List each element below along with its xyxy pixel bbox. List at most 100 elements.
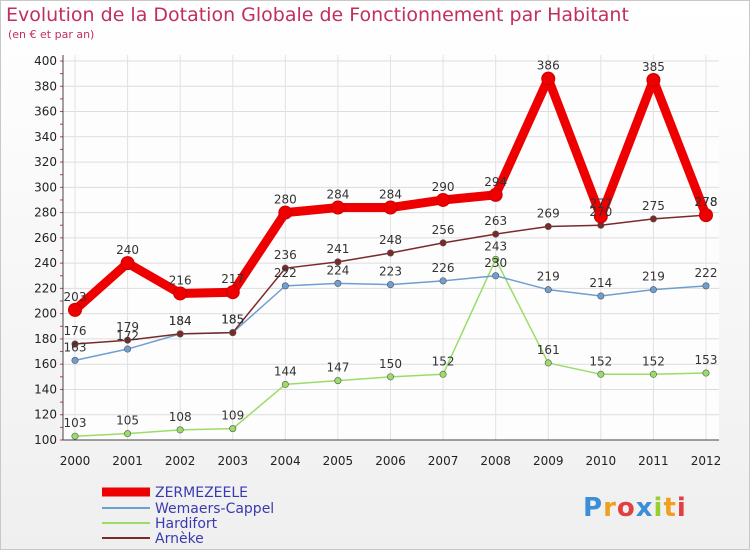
data-point	[439, 239, 447, 247]
data-point	[488, 187, 503, 202]
data-label: 152	[432, 354, 455, 368]
x-tick-label: 2009	[533, 454, 564, 468]
x-tick-label: 2008	[480, 454, 511, 468]
data-point	[702, 282, 710, 290]
legend-label: Arnèke	[155, 531, 204, 547]
y-tick-label: 400	[34, 54, 57, 68]
data-point	[71, 432, 79, 440]
x-tick-label: 2000	[60, 454, 91, 468]
data-label: 248	[379, 233, 402, 247]
data-label: 185	[221, 313, 244, 327]
data-label: 185	[221, 313, 244, 327]
data-point	[71, 340, 79, 348]
logo-letter: o	[616, 493, 636, 523]
y-tick-label: 100	[34, 433, 57, 447]
data-label: 294	[484, 175, 507, 189]
y-tick-label: 300	[34, 180, 57, 194]
x-tick-label: 2004	[270, 454, 301, 468]
data-label: 278	[695, 195, 718, 209]
data-label: 103	[64, 416, 87, 430]
y-tick-label: 240	[34, 256, 57, 270]
logo-letter: i	[653, 493, 664, 523]
data-point	[229, 425, 237, 433]
data-point	[334, 258, 342, 266]
proxiti-logo: Proxiti	[583, 493, 687, 523]
data-label: 256	[432, 223, 455, 237]
logo-letter: r	[603, 493, 617, 523]
data-label: 241	[326, 242, 349, 256]
data-label: 284	[326, 188, 349, 202]
data-point	[173, 286, 188, 301]
x-tick-label: 2006	[375, 454, 406, 468]
y-tick-label: 180	[34, 332, 57, 346]
data-label: 280	[274, 193, 297, 207]
data-point	[334, 279, 342, 287]
data-label: 240	[116, 243, 139, 257]
data-point	[68, 302, 82, 317]
data-point	[281, 380, 289, 388]
data-point	[120, 256, 135, 271]
data-label: 108	[169, 410, 192, 424]
data-label: 226	[432, 261, 455, 275]
data-point	[281, 264, 289, 272]
data-label: 385	[642, 60, 665, 74]
y-tick-label: 120	[34, 408, 57, 422]
chart-title: Evolution de la Dotation Globale de Fonc…	[6, 4, 629, 26]
data-label: 172	[116, 329, 139, 343]
data-label: 184	[169, 314, 192, 328]
data-label: 222	[695, 266, 718, 280]
data-point	[544, 359, 552, 367]
data-point	[597, 370, 605, 378]
y-tick-label: 200	[34, 307, 57, 321]
data-point	[386, 249, 394, 257]
data-label: 150	[379, 357, 402, 371]
data-label: 230	[484, 256, 507, 270]
legend-label: Hardifort	[155, 516, 218, 532]
legend-label: Wemaers-Cappel	[155, 501, 274, 517]
data-label: 263	[484, 214, 507, 228]
data-label: 290	[432, 180, 455, 194]
data-point	[544, 286, 552, 294]
data-label: 179	[116, 320, 139, 334]
y-tick-label: 340	[34, 130, 57, 144]
x-tick-label: 2010	[586, 454, 617, 468]
data-label: 224	[326, 263, 349, 277]
data-point	[492, 272, 500, 280]
data-point	[124, 345, 132, 353]
data-point	[71, 356, 79, 364]
data-label: 161	[537, 343, 560, 357]
y-tick-label: 320	[34, 155, 57, 169]
data-label: 278	[695, 195, 718, 209]
data-point	[334, 377, 342, 385]
x-tick-label: 2007	[428, 454, 459, 468]
data-point	[492, 230, 500, 238]
data-label: 144	[274, 364, 297, 378]
x-tick-label: 2011	[638, 454, 669, 468]
y-tick-label: 260	[34, 231, 57, 245]
data-point	[593, 209, 608, 224]
data-label: 217	[221, 272, 244, 286]
data-point	[544, 222, 552, 230]
data-label: 152	[642, 354, 665, 368]
data-label: 386	[537, 59, 560, 73]
x-tick-label: 2001	[112, 454, 143, 468]
x-tick-label: 2005	[323, 454, 354, 468]
x-tick-label: 2003	[217, 454, 248, 468]
data-label: 216	[169, 273, 192, 287]
data-label: 243	[484, 239, 507, 253]
data-point	[492, 255, 500, 263]
data-label: 284	[379, 188, 402, 202]
x-tick-label: 2012	[691, 454, 722, 468]
data-label: 214	[589, 276, 612, 290]
data-point	[176, 426, 184, 434]
data-label: 105	[116, 414, 139, 428]
data-label: 163	[64, 340, 87, 354]
data-point	[124, 430, 132, 438]
legend-label: ZERMEZEELE	[155, 485, 248, 501]
data-point	[229, 329, 237, 337]
data-label: 147	[326, 361, 349, 375]
data-label: 109	[221, 409, 244, 423]
data-label: 176	[64, 324, 87, 338]
data-label: 270	[589, 205, 612, 219]
